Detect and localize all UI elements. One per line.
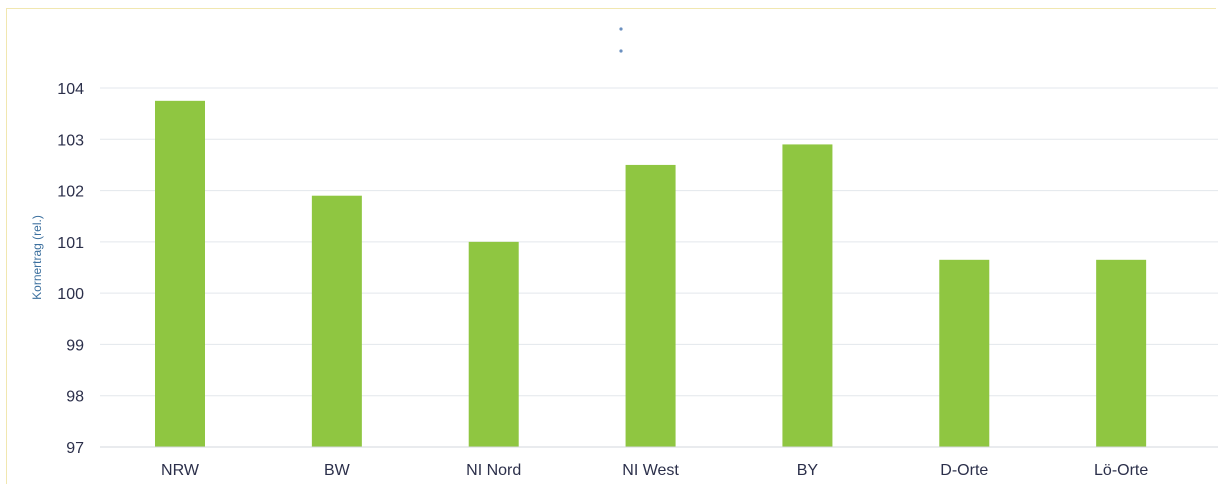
y-axis-title: Kornertrag (rel.) [30, 215, 44, 300]
x-tick-label: Lö-Orte [1094, 462, 1148, 479]
bar-bw [311, 195, 362, 447]
x-axis-labels: NRW BW NI Nord NI West BY D-Orte Lö-Orte [161, 462, 1148, 479]
x-tick-label: NI West [622, 462, 679, 479]
y-tick-label: 102 [57, 184, 84, 201]
y-tick-label: 100 [57, 286, 84, 303]
x-tick-label: BW [324, 462, 351, 479]
y-tick-label: 104 [57, 81, 84, 98]
x-tick-label: BY [797, 462, 819, 479]
bars [155, 100, 1147, 448]
x-tick-label: NRW [161, 462, 200, 479]
y-tick-label: 101 [57, 235, 84, 252]
y-tick-label: 97 [66, 440, 84, 457]
y-axis-ticks: 97 98 99 100 101 102 103 104 [57, 81, 84, 457]
x-tick-label: D-Orte [940, 462, 988, 479]
bar-lö-orte [1096, 259, 1147, 447]
bar-nrw [155, 100, 205, 448]
bar-d-orte [939, 259, 990, 447]
title-marker-dot [619, 27, 623, 31]
chart-frame [6, 8, 1216, 484]
y-tick-label: 103 [57, 132, 84, 149]
x-tick-label: NI Nord [466, 462, 521, 479]
y-tick-label: 99 [66, 337, 84, 354]
title-marker-dot [619, 49, 623, 53]
bar-ni-west [625, 164, 676, 447]
y-tick-label: 98 [66, 389, 84, 406]
bar-ni-nord [468, 241, 519, 447]
bar-by [782, 144, 833, 447]
